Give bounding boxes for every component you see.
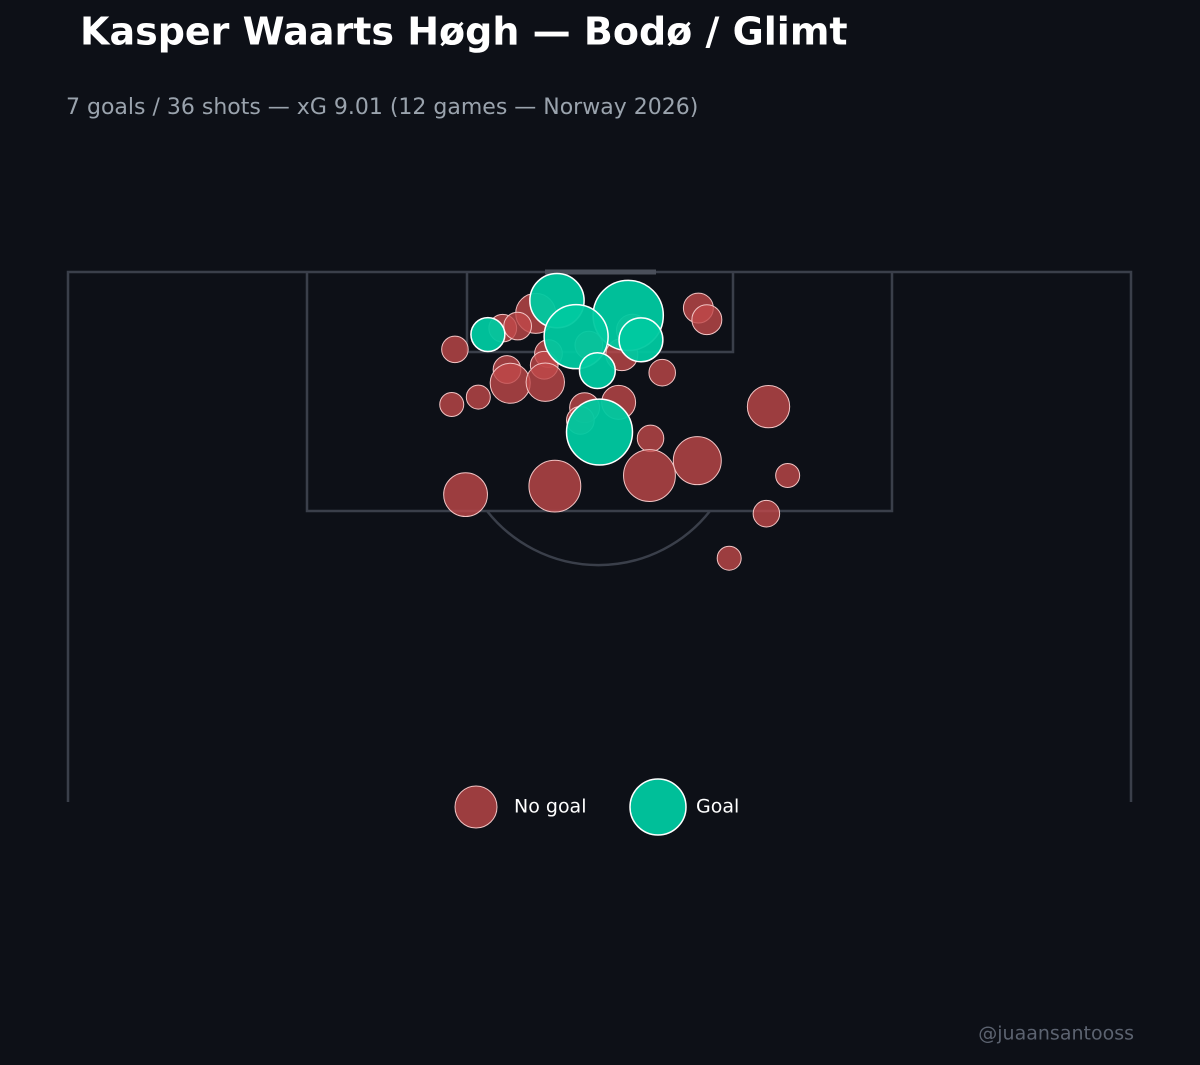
- shot: [465, 384, 491, 410]
- shot: [623, 449, 676, 502]
- shot: [691, 304, 723, 336]
- shot: [716, 545, 742, 571]
- shot: [775, 463, 801, 489]
- legend-marker: [454, 785, 498, 829]
- shots: [439, 272, 801, 571]
- shot: [489, 362, 531, 404]
- shot: [470, 316, 506, 353]
- shot: [439, 392, 465, 417]
- shot: [443, 472, 488, 518]
- shot: [746, 384, 791, 429]
- chart-subtitle: 7 goals / 36 shots — xG 9.01 (12 games —…: [66, 95, 698, 120]
- legend-label: Goal: [696, 796, 739, 818]
- penalty-arc: [486, 510, 711, 567]
- shot: [525, 362, 565, 402]
- shot: [648, 358, 676, 387]
- shot: [618, 317, 664, 363]
- shot: [565, 398, 634, 466]
- legend-marker: [629, 778, 687, 836]
- legend: No goal Goal: [454, 778, 739, 836]
- shot: [503, 311, 533, 341]
- legend-label: No goal: [514, 796, 586, 818]
- shot: [752, 499, 781, 528]
- shot: [528, 459, 582, 513]
- chart-title: Kasper Waarts Høgh — Bodø / Glimt: [80, 10, 848, 54]
- shot: [672, 436, 722, 486]
- shot: [636, 424, 665, 453]
- credit: @juaansantooss: [978, 1023, 1134, 1045]
- penalty-box: [305, 272, 894, 513]
- shot: [578, 351, 617, 390]
- shot: [441, 335, 469, 364]
- shot: [543, 303, 609, 370]
